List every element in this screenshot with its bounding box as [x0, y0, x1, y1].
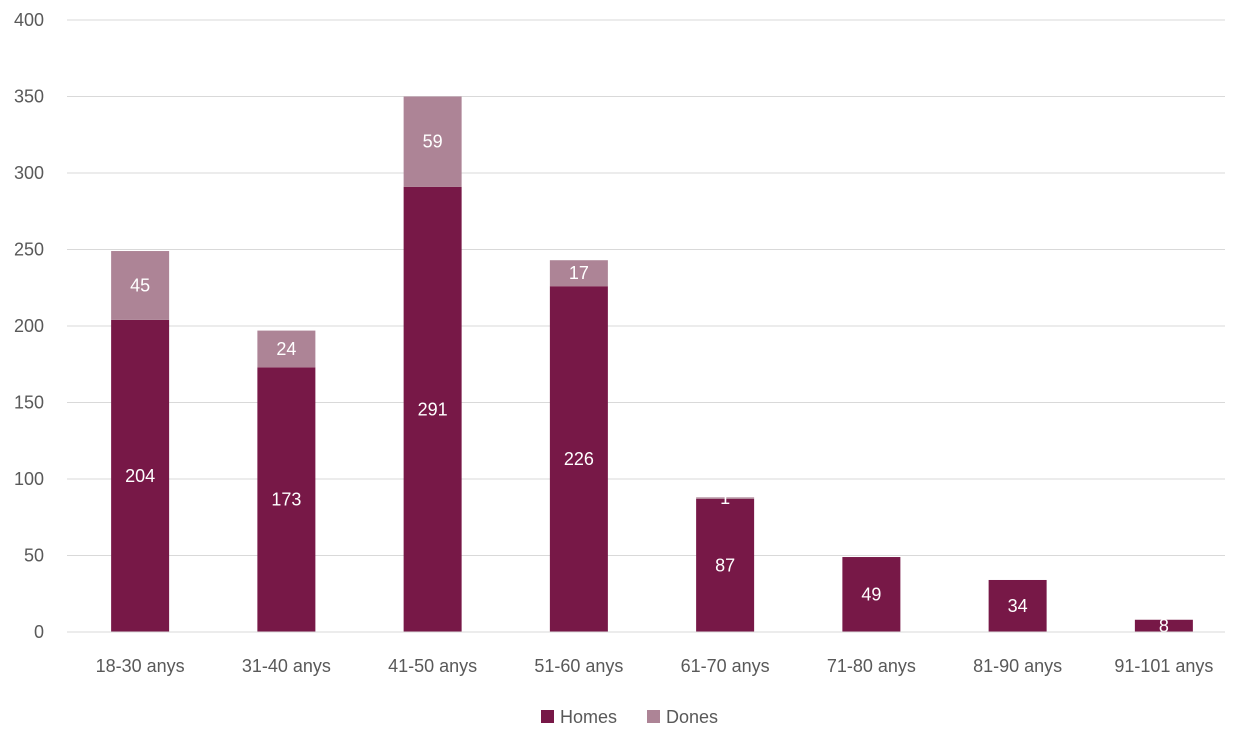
- bar-homes: [549, 286, 608, 632]
- bar-dones: [403, 96, 462, 187]
- y-tick-label: 200: [14, 316, 44, 336]
- x-category-label: 71-80 anys: [827, 656, 916, 676]
- y-tick-label: 400: [14, 10, 44, 30]
- bar-homes: [403, 186, 462, 632]
- bar-dones: [111, 251, 170, 320]
- y-tick-label: 300: [14, 163, 44, 183]
- data-label-homes: 173: [271, 490, 301, 510]
- bar-homes: [1134, 619, 1193, 632]
- gridlines: [67, 19, 1225, 633]
- bar-dones: [696, 497, 755, 499]
- x-category-label: 51-60 anys: [534, 656, 623, 676]
- y-tick-label: 0: [34, 622, 44, 642]
- data-label-homes: 226: [564, 449, 594, 469]
- data-label-dones: 24: [276, 339, 296, 359]
- data-label-dones: 45: [130, 275, 150, 295]
- data-label-homes: 8: [1159, 616, 1169, 636]
- legend-label-dones: Dones: [666, 707, 718, 727]
- y-tick-label: 250: [14, 240, 44, 260]
- data-label-homes: 34: [1008, 596, 1028, 616]
- y-axis: 0 50 100 150 200 250 300 350 400: [14, 10, 44, 642]
- bar-dones: [549, 260, 608, 287]
- x-category-label: 81-90 anys: [973, 656, 1062, 676]
- y-tick-label: 150: [14, 393, 44, 413]
- bar-dones: [257, 330, 316, 368]
- legend-swatch-homes: [541, 710, 554, 723]
- bar-homes: [696, 498, 755, 632]
- x-axis: 18-30 anys 31-40 anys 41-50 anys 51-60 anys…: [67, 631, 1225, 676]
- x-category-label: 31-40 anys: [242, 656, 331, 676]
- data-label-dones: 59: [423, 132, 443, 152]
- bar-homes: [842, 557, 901, 632]
- data-label-dones: 17: [569, 263, 589, 283]
- legend-label-homes: Homes: [560, 707, 617, 727]
- data-label-dones: 1: [720, 488, 730, 508]
- y-tick-label: 100: [14, 469, 44, 489]
- x-category-label: 91-101 anys: [1114, 656, 1213, 676]
- data-labels: 204 45 173 24 291 59 226 17 87 1 49 34 8: [125, 132, 1169, 636]
- x-category-label: 18-30 anys: [96, 656, 185, 676]
- bars: [111, 96, 1193, 632]
- y-tick-label: 50: [24, 546, 44, 566]
- legend-swatch-dones: [647, 710, 660, 723]
- data-label-homes: 204: [125, 466, 155, 486]
- legend: Homes Dones: [541, 707, 718, 727]
- data-label-homes: 87: [715, 555, 735, 575]
- y-tick-label: 350: [14, 87, 44, 107]
- bar-homes: [257, 367, 316, 632]
- data-label-homes: 49: [861, 585, 881, 605]
- bar-homes: [988, 579, 1047, 632]
- x-category-label: 41-50 anys: [388, 656, 477, 676]
- data-label-homes: 291: [418, 399, 448, 419]
- x-category-label: 61-70 anys: [681, 656, 770, 676]
- bar-homes: [111, 319, 170, 632]
